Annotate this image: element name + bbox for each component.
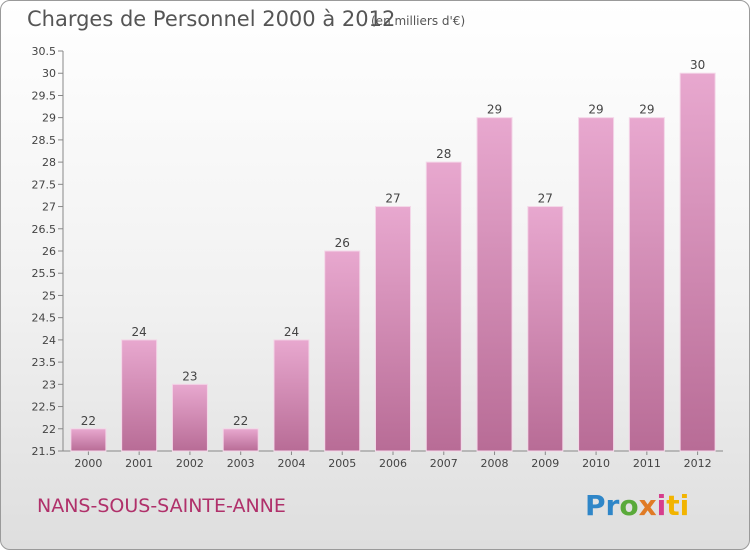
- data-label-2001: 24: [132, 325, 147, 339]
- x-tick-label-2009: 2009: [531, 457, 559, 470]
- bar-2009: [527, 206, 564, 452]
- x-tick-label-2002: 2002: [176, 457, 204, 470]
- y-tick-label: 23.5: [32, 356, 57, 369]
- data-label-2004: 24: [284, 325, 299, 339]
- x-tick-label-2003: 2003: [227, 457, 255, 470]
- y-tick-label: 27.5: [32, 178, 57, 191]
- y-tick-label: 26: [42, 245, 56, 258]
- data-label-2008: 29: [487, 103, 502, 117]
- bar-2003: [222, 428, 259, 452]
- logo-part-5: ti: [666, 489, 690, 522]
- chart-title: Charges de Personnel 2000 à 2012: [27, 7, 396, 31]
- proxiti-logo[interactable]: Proxiti: [585, 489, 689, 522]
- y-tick-label: 25: [42, 289, 56, 302]
- chart-axes: 21.5 22 22.5 23 23.5 24 24.5 25 25.5 26 26.5 27 27.5…: [32, 45, 723, 458]
- data-label-2003: 22: [233, 414, 248, 428]
- y-tick-label: 24.5: [32, 312, 57, 325]
- y-tick-label: 25.5: [32, 267, 57, 280]
- bar-2012: [679, 72, 716, 452]
- bar-2005: [324, 250, 361, 452]
- data-label-2006: 27: [385, 192, 400, 206]
- bar-2010: [578, 117, 615, 452]
- logo-part-4: i: [656, 489, 667, 522]
- y-tick-label: 30.5: [32, 45, 57, 58]
- x-tick-label-2008: 2008: [481, 457, 509, 470]
- data-label-2011: 29: [639, 103, 654, 117]
- chart-bars: [70, 72, 716, 452]
- x-tick-label-2011: 2011: [633, 457, 661, 470]
- y-tick-label: 30: [42, 67, 56, 80]
- chart-labels: 22 2000 24 2001 23 2002 22 2003 24 2004 26 2005 27 20…: [74, 58, 711, 470]
- y-tick-label: 29: [42, 112, 56, 125]
- chart-subtitle: (en milliers d'€): [371, 14, 466, 28]
- x-tick-label-2006: 2006: [379, 457, 407, 470]
- x-tick-label-2001: 2001: [125, 457, 153, 470]
- y-tick-label: 28.5: [32, 134, 57, 147]
- bar-2000: [70, 428, 107, 452]
- logo-part-1: Pr: [585, 489, 620, 522]
- y-tick-label: 24: [42, 334, 56, 347]
- y-tick-label: 22: [42, 423, 56, 436]
- bar-2008: [476, 117, 513, 452]
- y-tick-label: 28: [42, 156, 56, 169]
- data-label-2012: 30: [690, 58, 705, 72]
- bar-2001: [121, 339, 158, 452]
- bar-2007: [425, 161, 462, 452]
- data-label-2005: 26: [335, 236, 350, 250]
- logo-part-2: o: [619, 489, 639, 522]
- y-tick-label: 27: [42, 201, 56, 214]
- x-tick-label-2004: 2004: [277, 457, 305, 470]
- bar-2011: [628, 117, 665, 452]
- y-tick-label: 22.5: [32, 401, 57, 414]
- x-tick-label-2010: 2010: [582, 457, 610, 470]
- x-tick-label-2000: 2000: [74, 457, 102, 470]
- data-label-2010: 29: [588, 103, 603, 117]
- bar-2002: [171, 383, 208, 452]
- y-tick-label: 23: [42, 378, 56, 391]
- data-label-2002: 23: [182, 369, 197, 383]
- y-tick-label: 29.5: [32, 89, 57, 102]
- x-tick-label-2007: 2007: [430, 457, 458, 470]
- bar-2004: [273, 339, 310, 452]
- logo-part-3: x: [638, 489, 657, 522]
- data-label-2007: 28: [436, 147, 451, 161]
- y-tick-label: 21.5: [32, 445, 57, 458]
- x-tick-label-2005: 2005: [328, 457, 356, 470]
- data-label-2000: 22: [81, 414, 96, 428]
- y-tick-label: 26.5: [32, 223, 57, 236]
- data-label-2009: 27: [538, 192, 553, 206]
- x-tick-label-2012: 2012: [684, 457, 712, 470]
- commune-name: NANS-SOUS-SAINTE-ANNE: [37, 495, 286, 517]
- bar-2006: [375, 206, 411, 452]
